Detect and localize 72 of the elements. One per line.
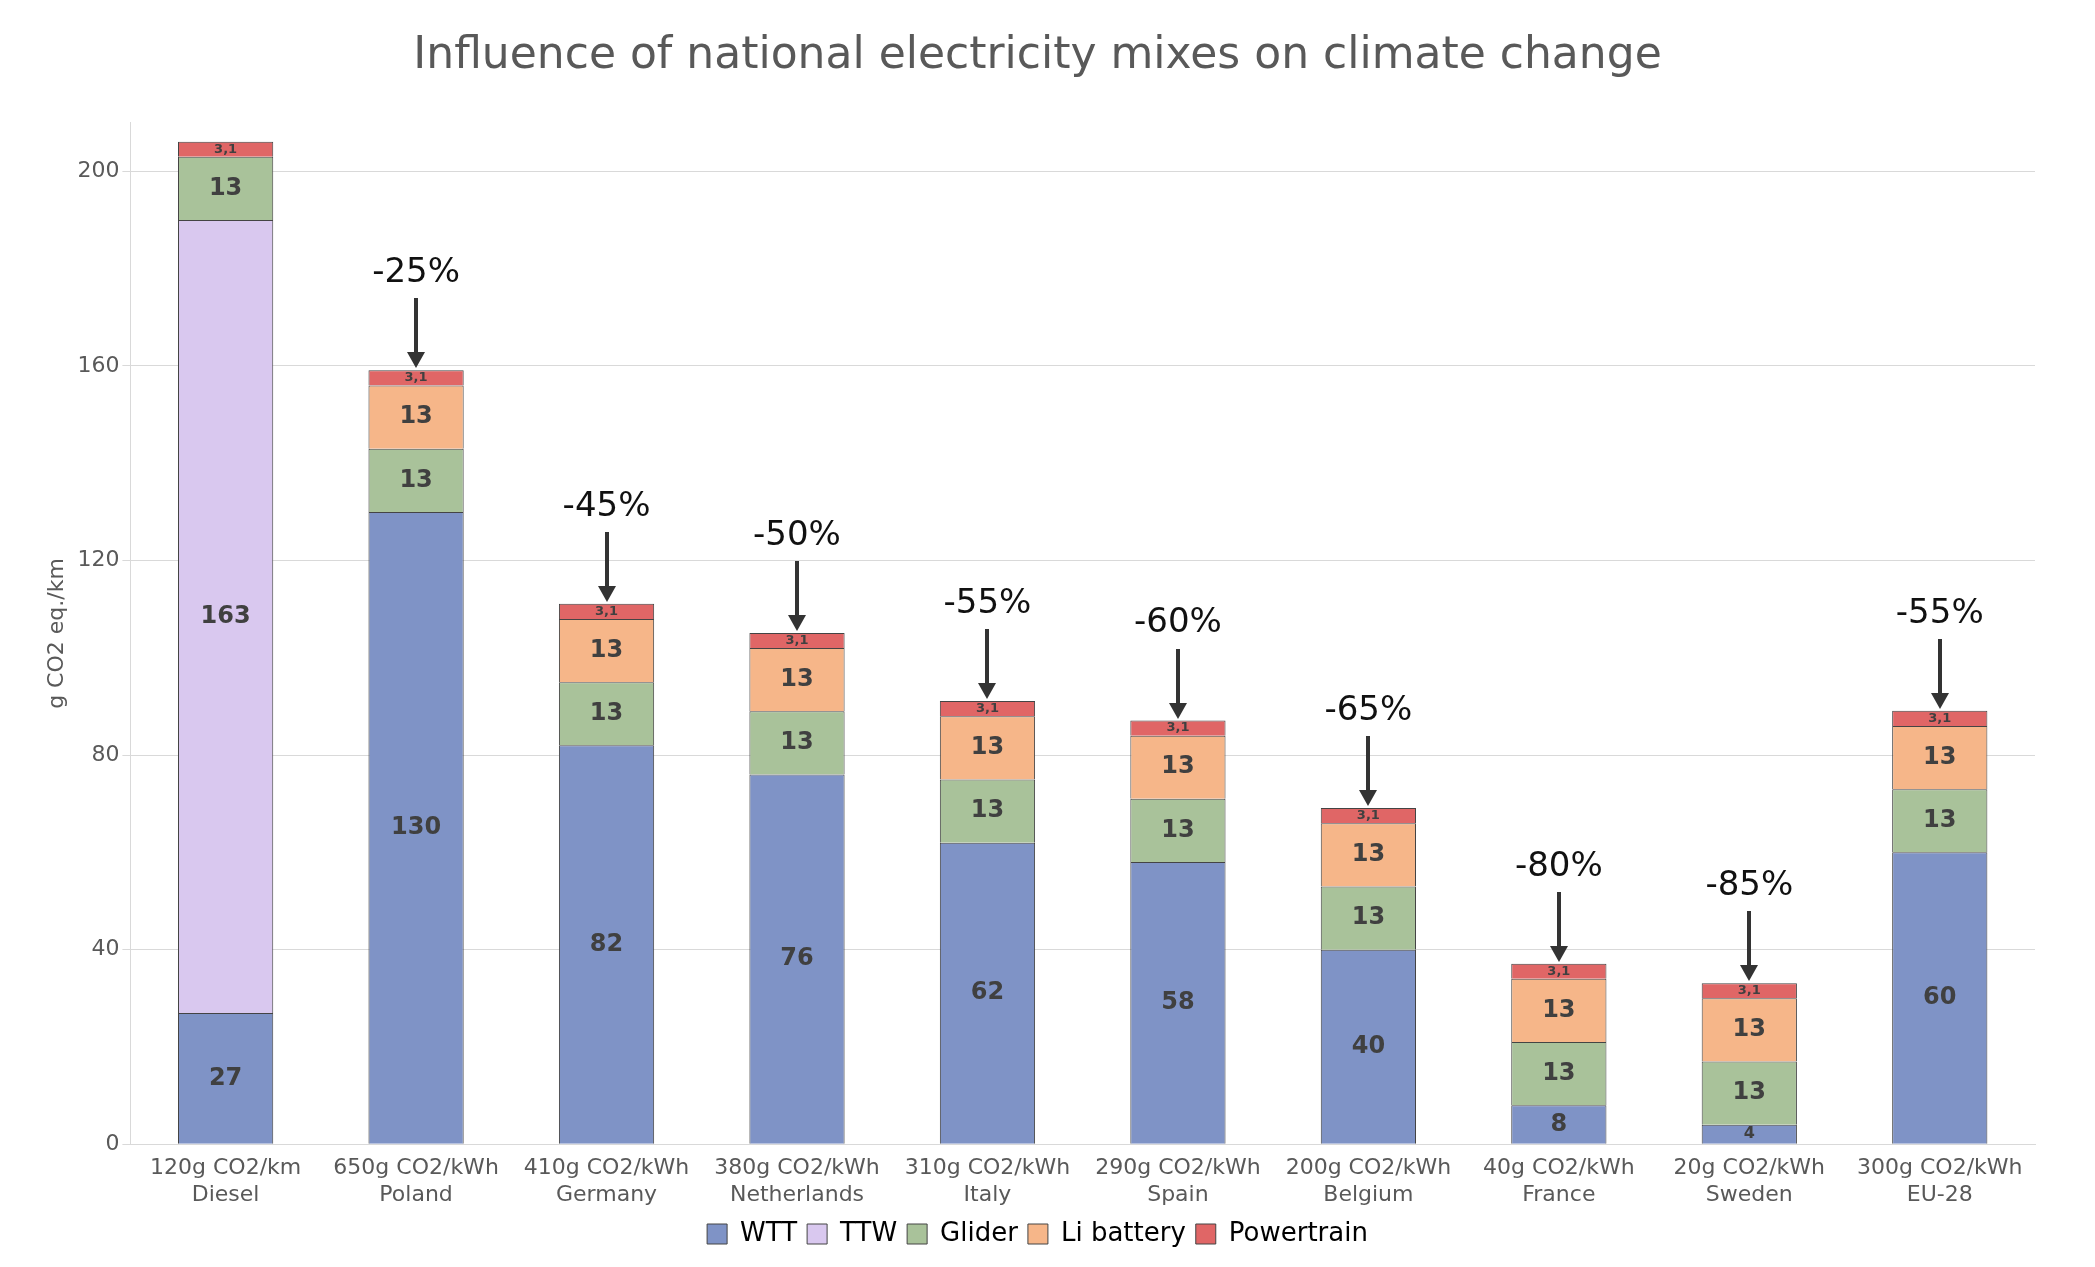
data-label: 58	[1161, 987, 1195, 1016]
y-tick-label: 120	[77, 546, 120, 572]
data-label: 13	[1542, 1057, 1576, 1086]
legend-label: Glider	[940, 1216, 1019, 1247]
data-label: 3,1	[1356, 807, 1380, 823]
data-label: 3,1	[1547, 962, 1571, 978]
annotation: -80%	[1514, 843, 1603, 884]
x-tick-label: 310g CO2/kWh Italy	[904, 1154, 1071, 1206]
data-label: 3,1	[785, 631, 809, 647]
chart-title: Influence of national electricity mixes on climate change	[413, 26, 1662, 78]
data-label: 27	[208, 1062, 243, 1091]
data-label: 4	[1743, 1123, 1755, 1143]
y-tick-label: 160	[77, 351, 120, 377]
data-label: 130	[391, 812, 442, 841]
data-label: 13	[1161, 814, 1195, 843]
data-label: 13	[1923, 804, 1957, 833]
data-label: 13	[780, 727, 814, 756]
data-label: 13	[589, 634, 624, 663]
data-label: 13	[970, 732, 1005, 761]
x-tick-label: 40g CO2/kWh France	[1483, 1154, 1635, 1206]
data-label: 13	[1351, 839, 1386, 868]
data-label: 13	[1732, 1014, 1767, 1043]
x-tick-label: 200g CO2/kWh Belgium	[1285, 1154, 1452, 1206]
data-label: 163	[200, 600, 251, 629]
data-label: 13	[1351, 902, 1386, 931]
y-tick-label: 0	[105, 1129, 120, 1155]
y-tick-label: 40	[91, 935, 120, 961]
annotation: -65%	[1324, 687, 1413, 728]
x-tick-label: 380g CO2/kWh Netherlands	[714, 1154, 880, 1206]
x-tick-label: 290g CO2/kWh Spain	[1095, 1154, 1261, 1206]
data-label: 76	[780, 943, 814, 972]
annotation: -60%	[1134, 600, 1222, 641]
data-label: 13	[1923, 741, 1957, 770]
data-label: 13	[1732, 1077, 1767, 1106]
data-label: 13	[208, 172, 243, 201]
data-label: 62	[970, 977, 1005, 1006]
data-label: 13	[1542, 994, 1576, 1023]
annotation: -25%	[372, 250, 460, 291]
data-label: 3,1	[404, 369, 428, 385]
data-label: 13	[589, 697, 624, 726]
x-tick-label: 410g CO2/kWh Germany	[523, 1154, 690, 1206]
x-tick-label: 650g CO2/kWh Poland	[333, 1154, 499, 1206]
x-tick-label: 300g CO2/kWh EU-28	[1857, 1154, 2023, 1206]
data-label: 13	[1161, 751, 1195, 780]
legend-label: WTT	[740, 1216, 798, 1247]
data-label: 8	[1550, 1108, 1568, 1137]
data-label: 3,1	[975, 700, 999, 716]
legend-label: TTW	[839, 1216, 898, 1247]
data-label: 3,1	[1928, 709, 1952, 725]
y-tick-label: 80	[91, 740, 120, 766]
x-tick-label: 120g CO2/km Diesel	[150, 1154, 302, 1206]
y-axis-title: g CO2 eq./km	[42, 558, 68, 709]
data-label: 3,1	[1737, 982, 1761, 998]
x-tick-label: 20g CO2/kWh Sweden	[1673, 1154, 1826, 1206]
data-label: 60	[1923, 982, 1957, 1011]
data-label: 13	[399, 401, 433, 430]
annotation: -45%	[562, 483, 651, 524]
y-tick-label: 200	[77, 157, 120, 183]
annotation: -50%	[753, 512, 841, 553]
data-label: 13	[970, 795, 1005, 824]
data-label: 40	[1351, 1030, 1386, 1059]
data-label: 3,1	[1166, 719, 1190, 735]
legend-label: Li battery	[1060, 1216, 1186, 1247]
annotation: -85%	[1705, 863, 1794, 904]
legend-label: Powertrain	[1228, 1216, 1368, 1247]
data-label: 13	[780, 663, 814, 692]
data-label: 13	[399, 464, 433, 493]
data-label: 3,1	[595, 602, 619, 618]
annotation: -55%	[1895, 590, 1984, 631]
annotation: -55%	[943, 580, 1032, 621]
data-label: 3,1	[214, 140, 238, 156]
data-label: 82	[589, 928, 624, 957]
